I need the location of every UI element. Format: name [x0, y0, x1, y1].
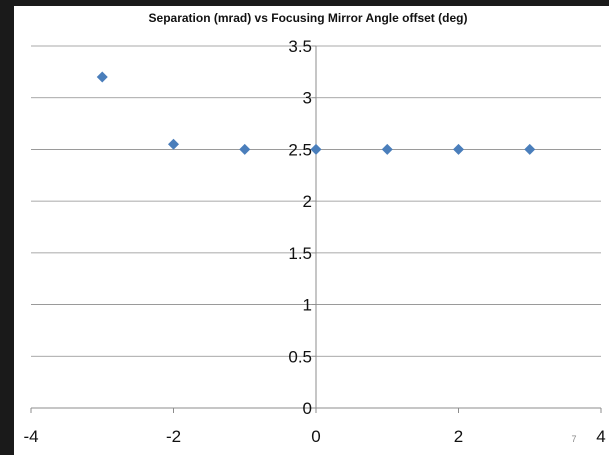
y-tick-label: 0 [303, 399, 312, 418]
y-tick-label: 1.5 [288, 244, 312, 263]
axes [30, 45, 602, 413]
plot-background [14, 6, 609, 455]
x-tick-label: 4 [596, 427, 605, 446]
y-tick-label: 3.5 [288, 37, 312, 56]
chart-title: Separation (mrad) vs Focusing Mirror Ang… [149, 11, 468, 25]
x-tick-label: -2 [166, 427, 181, 446]
y-tick-label: 3 [303, 89, 312, 108]
x-tick-label: 0 [311, 427, 320, 446]
y-tick-label: 1 [303, 296, 312, 315]
data-point-diamond [310, 143, 322, 155]
x-tick-label: -4 [23, 427, 38, 446]
data-points [96, 71, 536, 155]
data-point-diamond [524, 143, 536, 155]
data-point-diamond [381, 143, 393, 155]
y-tick-label: 0.5 [288, 347, 312, 366]
x-tick-label: 2 [454, 427, 463, 446]
y-tick-label: 2.5 [288, 140, 312, 159]
page-number: 7 [571, 434, 576, 444]
y-tick-label: 2 [303, 192, 312, 211]
tick-labels: 0 0.5 1 1.5 2 2.5 3 3.5 -4 -2 0 2 4 [23, 37, 605, 446]
data-point-diamond [239, 143, 251, 155]
data-point-diamond [96, 71, 108, 83]
data-point-diamond [168, 138, 179, 150]
data-point-diamond [453, 143, 464, 155]
